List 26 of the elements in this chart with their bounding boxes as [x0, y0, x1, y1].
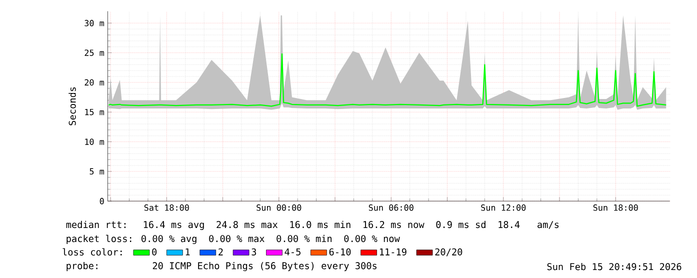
- x-tick-label: Sun 00:00: [256, 204, 302, 211]
- x-tick-label: Sun 12:00: [481, 204, 526, 211]
- y-tick-label: 25 m: [84, 50, 104, 56]
- text: packet loss: 0.00 % avg 0.00 % max 0.00 % min 0.00 % now: [66, 234, 400, 244]
- legend-label: 20/20: [435, 248, 462, 256]
- y-axis-title: Seconds: [68, 87, 76, 126]
- y-tick-label: 10 m: [85, 138, 104, 146]
- x-tick-label: Sat 18:00: [144, 204, 189, 211]
- text: probe: 20 ICMP Echo Pings (56 Bytes) every 300s: [66, 262, 376, 272]
- legend-label: 2: [218, 248, 223, 256]
- y-tick-label: 30 m: [84, 20, 104, 26]
- legend-title: loss color:: [62, 248, 122, 256]
- legend-label: 6-10: [329, 248, 351, 256]
- y-tick-label: 0: [100, 198, 104, 204]
- text: Sun Feb 15 20:49:51 2026: [547, 263, 682, 270]
- x-tick-label: Sun 18:00: [593, 204, 638, 211]
- legend-label: 3: [252, 248, 256, 256]
- text: median rtt: 16.4 ms avg 24.8 ms max 16.0 ms min 16.2 ms now 0.9 ms sd 18.4 am/s: [66, 220, 559, 230]
- x-tick-label: Sun 06:00: [368, 204, 414, 211]
- y-tick-label: 5 m: [90, 168, 104, 175]
- legend-label: 0: [152, 248, 157, 256]
- y-tick-label: 20 m: [84, 79, 104, 86]
- legend-label: 4-5: [284, 248, 300, 256]
- legend-label: 1: [186, 248, 190, 256]
- legend-label: 11-19: [380, 248, 406, 256]
- y-tick-label: 15 m: [85, 109, 104, 116]
